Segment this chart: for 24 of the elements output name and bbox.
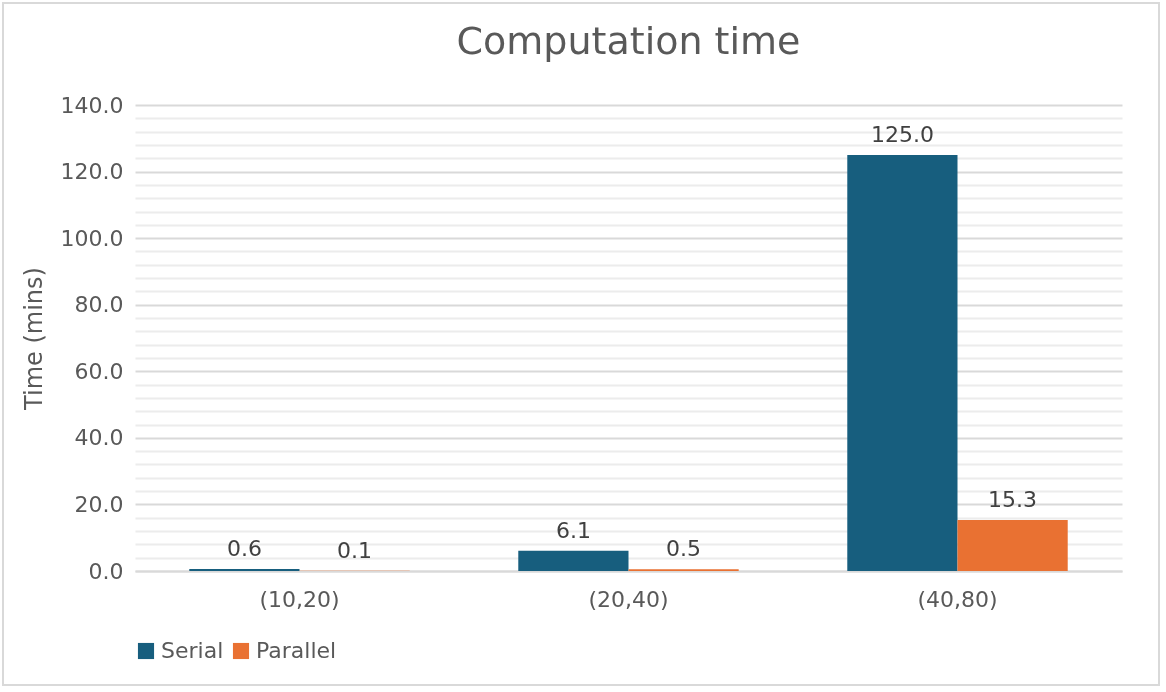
x-tick-label: (10,20): [259, 586, 340, 612]
y-tick-label: 120.0: [60, 159, 124, 185]
data-label: 0.6: [226, 536, 262, 561]
y-tick-label: 40.0: [74, 425, 124, 451]
y-tick-label: 60.0: [74, 358, 124, 384]
legend-label: Parallel: [256, 638, 337, 663]
data-label: 15.3: [988, 487, 1038, 513]
legend-label: Serial: [161, 638, 224, 663]
x-tick-label: (40,80): [917, 586, 998, 612]
data-label: 0.5: [666, 536, 702, 562]
y-tick-label: 80.0: [74, 292, 124, 318]
bar: [847, 154, 958, 571]
data-label: 125.0: [870, 121, 934, 147]
data-label: 6.1: [555, 517, 591, 543]
x-tick-label: (20,40): [588, 586, 669, 612]
data-label: 0.1: [337, 537, 373, 563]
y-axis-title: Time (mins): [19, 267, 48, 411]
chart-title: Computation time: [456, 19, 801, 63]
bar: [957, 520, 1068, 571]
y-tick-label: 100.0: [60, 225, 124, 251]
bar: [518, 550, 629, 571]
y-tick-label: 20.0: [74, 491, 124, 517]
y-tick-label: 0.0: [88, 558, 124, 584]
y-tick-label: 140.0: [60, 92, 124, 118]
